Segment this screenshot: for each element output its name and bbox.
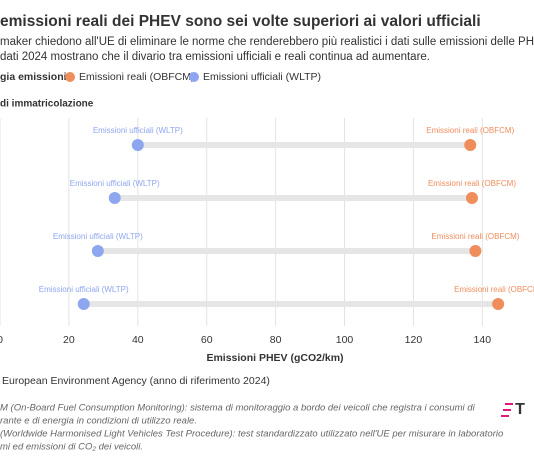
note: (Worldwide Harmonised Light Vehicles Tes…: [0, 429, 503, 440]
point-label: Emissioni reali (OBFCM): [431, 232, 519, 241]
point-label: Emissioni reali (OBFCM): [454, 285, 534, 294]
logo: T: [515, 401, 525, 418]
x-tick-label: 60: [201, 334, 213, 346]
note: rante e di energia in condizioni di util…: [0, 416, 197, 427]
x-tick-label: 0: [0, 334, 3, 346]
legend-label: Emissioni ufficiali (WLTP): [203, 71, 321, 83]
point: [131, 139, 144, 151]
x-tick-label: 80: [270, 334, 282, 346]
legend-label: Emissioni reali (OBFCM): [79, 71, 195, 83]
note: mi ed emissioni di CO₂ dei veicoli.: [0, 442, 143, 453]
logo-mark: [501, 403, 513, 417]
x-tick-label: 20: [63, 334, 75, 346]
x-tick-label: 40: [132, 334, 144, 346]
chart-title: emissioni reali dei PHEV sono sei volte …: [0, 13, 481, 30]
source: European Environment Agency (anno di rif…: [2, 375, 270, 387]
point: [91, 245, 104, 257]
point: [469, 245, 482, 257]
point: [492, 298, 505, 310]
point: [108, 192, 121, 204]
point: [465, 192, 478, 204]
x-tick-label: 140: [474, 334, 492, 346]
point-label: Emissioni ufficiali (WLTP): [39, 285, 129, 294]
point-label: Emissioni ufficiali (WLTP): [93, 126, 183, 135]
point-label: Emissioni ufficiali (WLTP): [70, 179, 160, 188]
y-axis-title: di immatricolazione: [0, 99, 94, 110]
point: [464, 139, 477, 151]
subtitle: dati 2024 mostrano che il divario tra em…: [0, 51, 430, 63]
note: M (On-Board Fuel Consumption Monitoring)…: [0, 403, 476, 414]
x-axis-title: Emissioni PHEV (gCO2/km): [206, 352, 343, 364]
point-label: Emissioni reali (OBFCM): [428, 179, 516, 188]
legend-marker: [65, 72, 75, 82]
point: [77, 298, 90, 310]
point-label: Emissioni ufficiali (WLTP): [53, 232, 143, 241]
x-tick-label: 120: [405, 334, 423, 346]
legend-title: gia emissioni: [0, 71, 67, 83]
legend-marker: [189, 72, 199, 82]
x-tick-label: 100: [336, 334, 354, 346]
subtitle: maker chiedono all'UE di eliminare le no…: [0, 36, 534, 48]
point-label: Emissioni reali (OBFCM): [426, 126, 514, 135]
